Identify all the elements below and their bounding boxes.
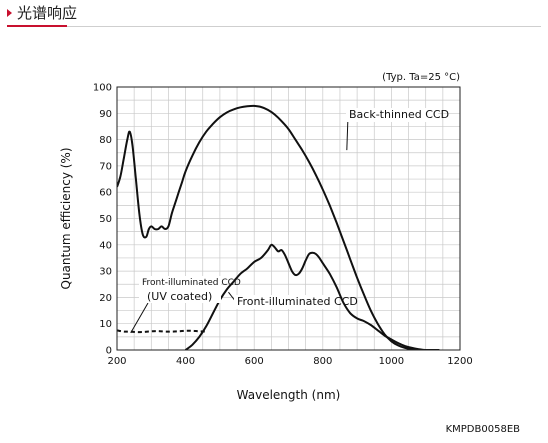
y-tick-label: 30 <box>99 267 112 278</box>
chart-series <box>117 104 440 350</box>
triangle-marker-icon <box>7 9 12 17</box>
y-tick-label: 100 <box>93 83 112 94</box>
x-tick-label: 1000 <box>379 356 404 367</box>
section-title: 光谱响应 <box>17 4 78 22</box>
chart-grid <box>117 87 460 350</box>
header-accent-line <box>7 25 67 27</box>
y-tick-label: 10 <box>99 319 112 330</box>
annotation-back-thinned: Back-thinned CCD <box>349 108 449 121</box>
chart-tick-labels: 200 400 600 800 1000 1200 0 10 20 30 40 50 60 70 80 90 1… <box>93 83 473 368</box>
plot-frame <box>116 86 461 351</box>
x-tick-label: 400 <box>176 356 195 367</box>
annotation-bg-back-thinned <box>346 108 438 122</box>
annotation-bg-front-illuminated <box>234 295 338 309</box>
annotation-uv-coated-line1: Front-illuminated CCD <box>142 278 241 288</box>
x-tick-label: 600 <box>245 356 264 367</box>
y-tick-label: 90 <box>99 109 112 120</box>
chart-annotations: Back-thinned CCD Front-illuminated CCD F… <box>130 108 449 334</box>
series-line-back-thinned-ccd <box>117 104 440 350</box>
header-divider-line <box>67 26 541 27</box>
y-tick-label: 80 <box>99 135 112 146</box>
annotation-uv-coated-line2: (UV coated) <box>147 290 212 303</box>
y-tick-label: 70 <box>99 161 112 172</box>
x-tick-label: 1200 <box>447 356 472 367</box>
x-tick-label: 800 <box>313 356 332 367</box>
x-tick-label: 200 <box>107 356 126 367</box>
x-axis-label: Wavelength (nm) <box>237 388 341 402</box>
condition-note: (Typ. Ta=25 °C) <box>382 72 460 83</box>
annotation-front-illuminated: Front-illuminated CCD <box>237 295 358 308</box>
figure-code: KMPDB0058EB <box>446 424 521 435</box>
y-tick-label: 0 <box>106 346 112 357</box>
y-axis-label: Quantum efficiency (%) <box>59 147 73 289</box>
y-tick-label: 50 <box>99 214 112 225</box>
series-line-front-illuminated-ccd <box>184 243 426 350</box>
annotation-leader-uv-coated <box>130 302 149 334</box>
y-tick-label: 60 <box>99 188 112 199</box>
series-line-front-illuminated-ccd-uv-coated <box>117 329 207 334</box>
y-tick-label: 40 <box>99 240 112 251</box>
annotation-bg-uv-coated <box>139 276 221 303</box>
y-tick-label: 20 <box>99 293 112 304</box>
section-header: 光谱响应 <box>0 0 548 30</box>
